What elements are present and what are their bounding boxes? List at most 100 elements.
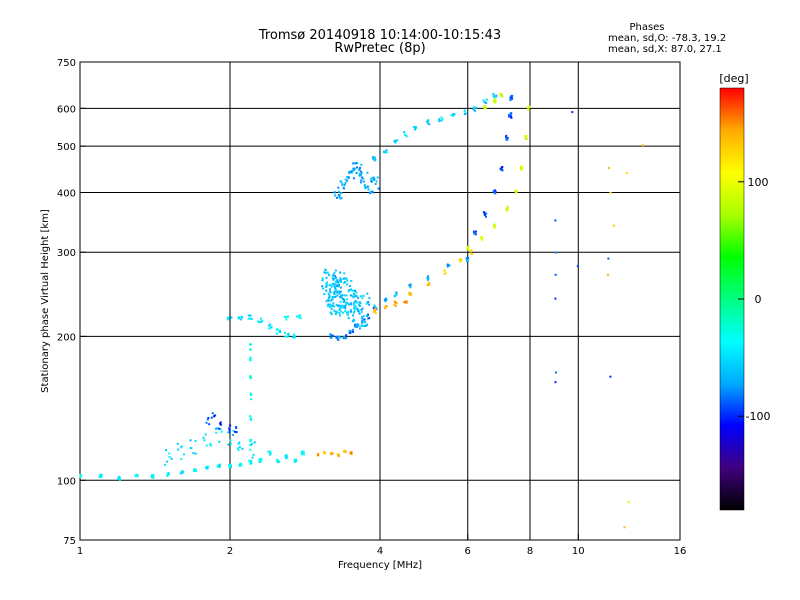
data-point [444,269,446,272]
data-point [369,191,372,193]
data-point [79,473,82,476]
data-point [339,290,342,293]
data-point [277,461,280,464]
data-point [426,120,429,123]
data-point [180,446,183,449]
data-point [511,94,514,97]
data-point [394,301,397,304]
data-point [259,317,262,320]
data-point [350,451,353,454]
data-point [238,445,241,448]
data-point [334,287,337,290]
y-tick-label: 75 [63,536,76,547]
data-point [427,122,430,125]
data-point [365,324,368,327]
data-point [296,315,299,318]
data-point [340,192,343,194]
data-point [327,292,330,295]
data-point [337,190,340,193]
data-point [373,159,376,162]
data-point [371,177,374,180]
data-point [297,316,300,319]
data-point [269,452,272,455]
data-point [384,297,387,300]
data-point [227,443,230,446]
data-point [353,309,356,312]
data-point [427,119,430,122]
data-point [483,211,486,214]
data-point [284,335,287,338]
data-point [163,463,166,466]
data-point [269,453,271,456]
data-point [344,451,347,454]
data-point [358,174,361,177]
data-point [343,449,346,452]
data-point [333,292,336,295]
data-point [520,167,522,170]
data-point [505,135,507,138]
data-point [493,225,496,228]
data-point [495,94,498,97]
data-point [330,307,333,310]
data-point [361,307,364,310]
data-point [525,135,528,137]
data-point [466,247,469,250]
data-point [471,253,473,255]
data-point [151,474,154,477]
data-point [194,440,197,443]
data-point [485,98,488,101]
data-point [475,230,477,233]
data-point [472,230,475,233]
data-point [609,375,612,378]
data-point [356,323,359,326]
data-point [349,285,351,288]
data-point [395,302,398,305]
stats-title: Phases [629,22,664,33]
data-point [351,289,354,292]
data-point [249,343,251,346]
data-point [235,431,238,434]
data-point [403,301,406,304]
data-point [249,415,252,418]
x-tick-label: 10 [572,546,585,557]
data-point [283,315,286,318]
data-point [183,453,185,456]
data-point [344,306,347,309]
data-point [239,462,242,465]
data-point [357,297,360,299]
data-point [249,462,252,465]
data-point [228,431,231,434]
data-point [329,452,332,455]
data-point [325,285,328,288]
data-point [168,452,171,455]
data-point [394,304,397,307]
data-point [441,118,444,121]
data-point [409,292,412,294]
data-point [321,279,324,282]
colorbar-tick-label: 0 [755,293,762,306]
data-point [348,170,351,173]
data-point [359,181,362,184]
data-point [528,105,531,108]
data-point [100,476,103,479]
data-point [364,325,367,327]
data-point [440,116,443,119]
data-point [483,212,486,215]
data-point [349,452,352,455]
data-point [344,181,347,184]
y-tick-label: 500 [57,142,76,153]
data-point [346,176,349,178]
data-point [333,305,336,308]
data-point [236,447,239,450]
data-point [484,213,487,216]
data-point [336,311,338,314]
data-point [229,424,232,427]
data-point [346,298,349,301]
data-point [117,477,120,480]
data-point [352,314,354,317]
data-point [343,187,346,190]
data-point [344,309,347,312]
data-point [475,106,478,109]
data-point [346,314,349,316]
data-point [353,302,356,304]
